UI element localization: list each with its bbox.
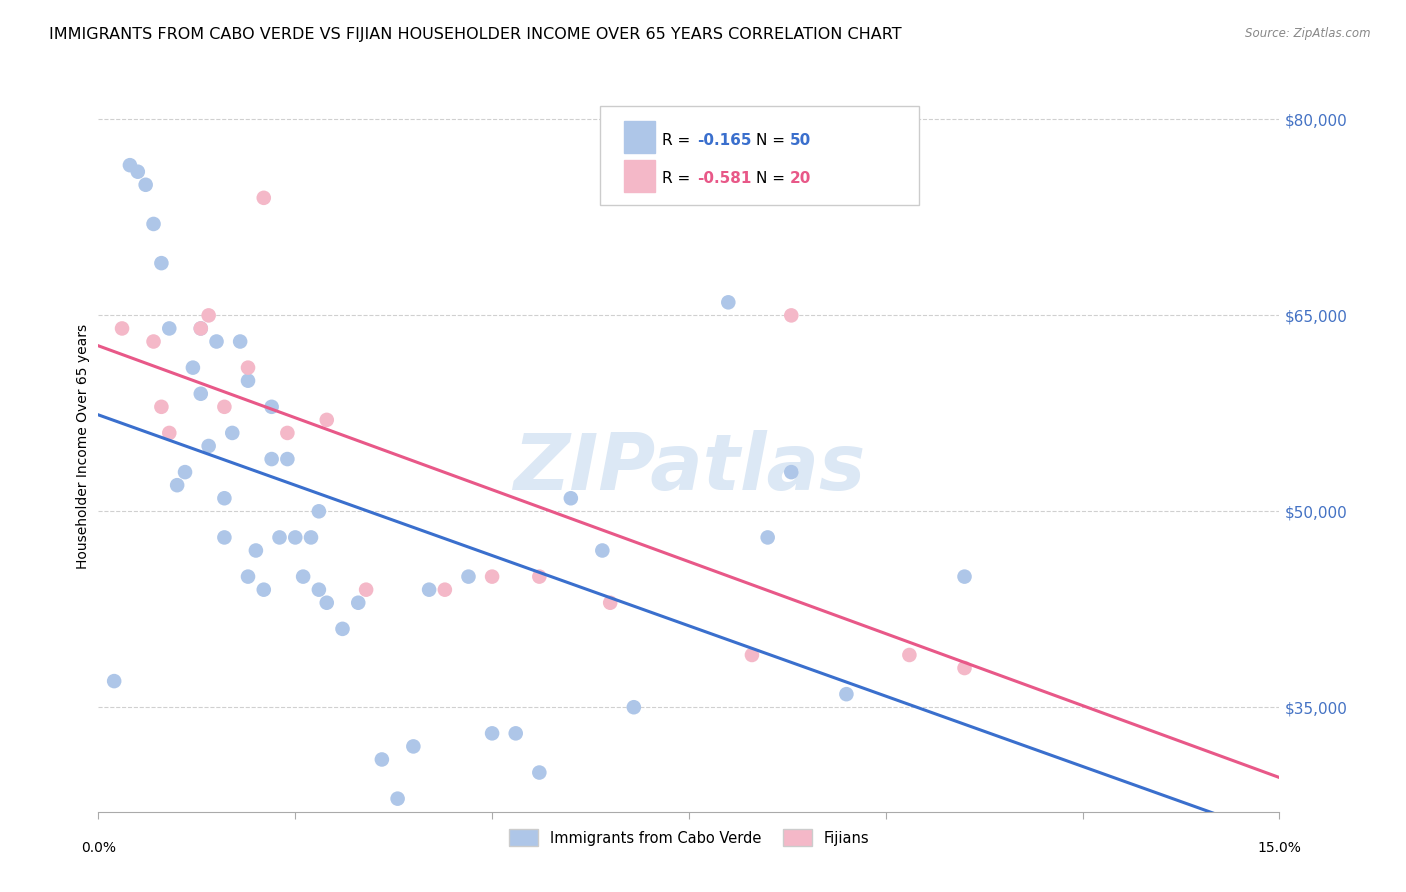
Point [221,425,243,440]
Point [387,791,409,805]
Y-axis label: Householder Income Over 65 years: Householder Income Over 65 years [76,324,90,568]
Point [142,217,165,231]
Point [347,596,370,610]
Point [181,360,204,375]
Point [135,178,157,192]
Point [245,543,267,558]
Point [529,569,551,583]
Point [214,400,236,414]
Point [236,374,259,388]
Point [599,596,621,610]
Point [741,648,763,662]
FancyBboxPatch shape [600,106,920,204]
FancyBboxPatch shape [624,160,655,192]
Point [402,739,425,754]
Point [780,465,803,479]
Point [835,687,858,701]
Point [253,191,276,205]
Point [332,622,354,636]
Point [433,582,456,597]
Point [111,321,134,335]
Point [354,582,377,597]
Point [260,452,283,467]
Text: R =: R = [662,133,695,147]
Point [190,386,212,401]
Point [190,321,212,335]
Text: R =: R = [662,171,695,186]
Point [157,321,180,335]
Point [481,569,503,583]
Legend: Immigrants from Cabo Verde, Fijians: Immigrants from Cabo Verde, Fijians [503,823,875,852]
Point [214,491,236,506]
Point [299,530,322,544]
Point [236,569,259,583]
Text: IMMIGRANTS FROM CABO VERDE VS FIJIAN HOUSEHOLDER INCOME OVER 65 YEARS CORRELATIO: IMMIGRANTS FROM CABO VERDE VS FIJIAN HOU… [49,27,901,42]
Text: ZIPatlas: ZIPatlas [513,430,865,506]
Point [197,309,219,323]
Point [236,360,259,375]
Point [308,582,330,597]
Point [315,413,337,427]
Point [591,543,613,558]
Point [371,752,394,766]
Text: -0.581: -0.581 [697,171,752,186]
Point [253,582,276,597]
Point [780,309,803,323]
Point [190,321,212,335]
Point [505,726,527,740]
Point [197,439,219,453]
Point [166,478,188,492]
Point [118,158,141,172]
Point [623,700,645,714]
Point [103,674,125,689]
Point [481,726,503,740]
Text: 20: 20 [789,171,811,186]
FancyBboxPatch shape [624,121,655,153]
Point [953,661,976,675]
Text: Source: ZipAtlas.com: Source: ZipAtlas.com [1246,27,1371,40]
Text: 15.0%: 15.0% [1257,841,1302,855]
Text: -0.165: -0.165 [697,133,752,147]
Point [756,530,779,544]
Text: N =: N = [756,171,790,186]
Point [284,530,307,544]
Point [142,334,165,349]
Point [214,530,236,544]
Point [229,334,252,349]
Text: 0.0%: 0.0% [82,841,115,855]
Point [269,530,291,544]
Point [150,400,173,414]
Point [276,425,298,440]
Point [127,164,149,178]
Point [529,765,551,780]
Point [260,400,283,414]
Point [315,596,337,610]
Point [276,452,298,467]
Point [898,648,921,662]
Point [157,425,180,440]
Point [457,569,479,583]
Text: N =: N = [756,133,790,147]
Point [953,569,976,583]
Point [560,491,582,506]
Point [174,465,197,479]
Point [150,256,173,270]
Point [292,569,315,583]
Point [308,504,330,518]
Point [418,582,440,597]
Point [205,334,228,349]
Text: 50: 50 [789,133,811,147]
Point [717,295,740,310]
